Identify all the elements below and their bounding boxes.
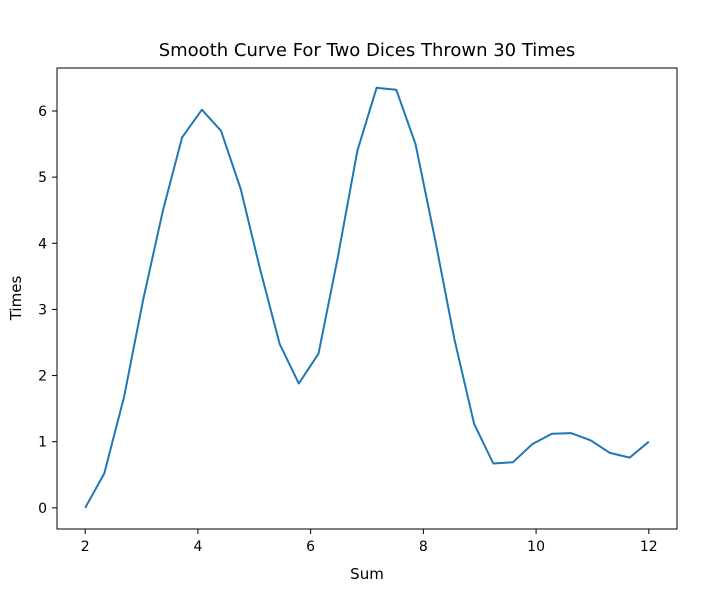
x-tick-label: 10 xyxy=(527,539,545,555)
y-tick-label: 2 xyxy=(38,369,47,385)
x-tick-label: 2 xyxy=(81,539,90,555)
y-tick-label: 6 xyxy=(38,104,47,120)
y-tick-label: 3 xyxy=(38,302,47,318)
y-tick-label: 5 xyxy=(38,170,47,186)
x-tick-label: 12 xyxy=(640,539,658,555)
x-tick-label: 8 xyxy=(419,539,428,555)
y-axis-label: Times xyxy=(7,276,25,322)
plot-frame xyxy=(56,67,678,530)
y-tick-label: 4 xyxy=(38,236,47,252)
y-tick-label: 1 xyxy=(38,435,47,451)
y-tick-label: 0 xyxy=(38,501,47,517)
x-tick-label: 6 xyxy=(306,539,315,555)
x-axis-label: Sum xyxy=(350,565,384,583)
x-tick-label: 4 xyxy=(193,539,202,555)
chart-title: Smooth Curve For Two Dices Thrown 30 Tim… xyxy=(159,40,576,61)
series-line-0 xyxy=(84,86,650,509)
